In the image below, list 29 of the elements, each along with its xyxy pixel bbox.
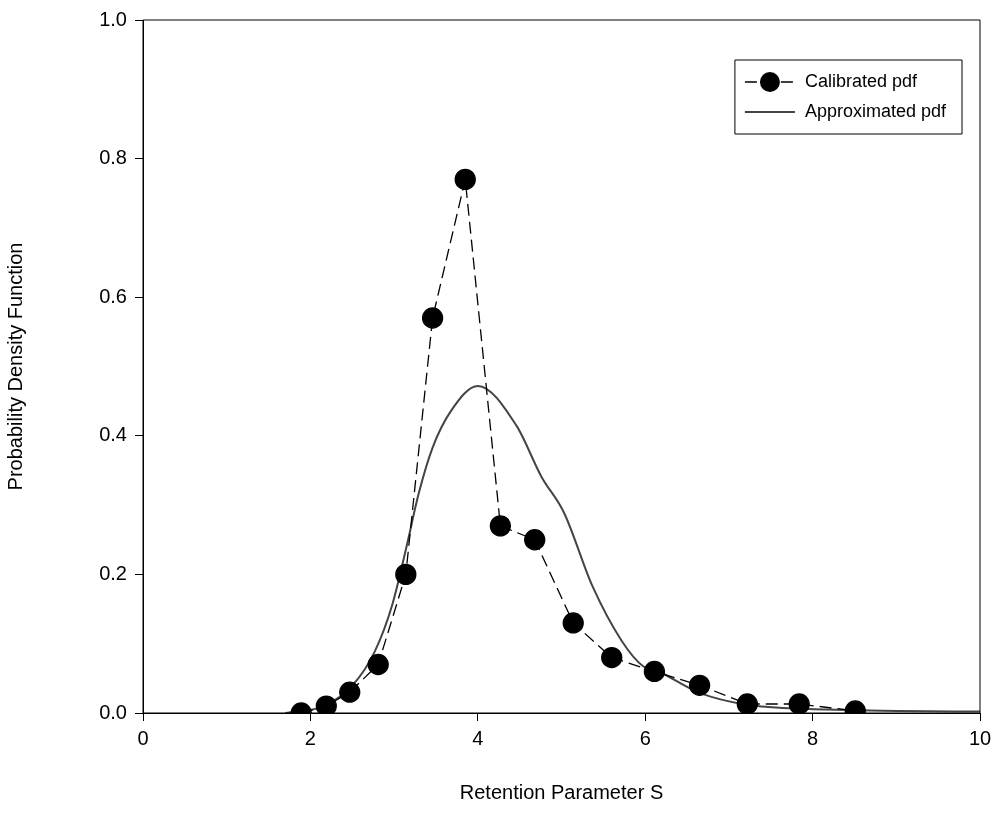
point [489, 515, 512, 537]
point [736, 693, 758, 713]
point [367, 653, 389, 676]
point [688, 674, 711, 696]
legend-label: Approximated pdf [804, 100, 947, 121]
x-tick-label: 0 [137, 726, 149, 749]
y-tick-label: 0.8 [99, 146, 127, 169]
legend-label: Calibrated pdf [804, 70, 918, 91]
point [524, 529, 546, 551]
point [788, 693, 810, 713]
x-tick-label: 10 [968, 726, 992, 749]
x-tick-label: 8 [807, 726, 819, 749]
point [562, 612, 584, 634]
point [421, 307, 444, 329]
point [643, 660, 666, 683]
point [454, 168, 476, 191]
y-tick-label: 0.4 [99, 423, 127, 446]
y-tick-label: 1.0 [99, 7, 127, 30]
x-tick-label: 6 [639, 726, 651, 749]
y-axis-title: Probability Density Function [3, 242, 26, 491]
point [339, 681, 361, 703]
y-tick-label: 0.6 [99, 284, 127, 307]
point [395, 563, 417, 586]
y-tick-label: 0.2 [99, 561, 127, 584]
x-tick-label: 4 [472, 726, 484, 749]
x-axis-title: Retention Parameter S [459, 780, 664, 803]
x-tick-label: 2 [304, 726, 316, 749]
point [601, 646, 623, 669]
y-tick-label: 0.0 [99, 700, 127, 723]
